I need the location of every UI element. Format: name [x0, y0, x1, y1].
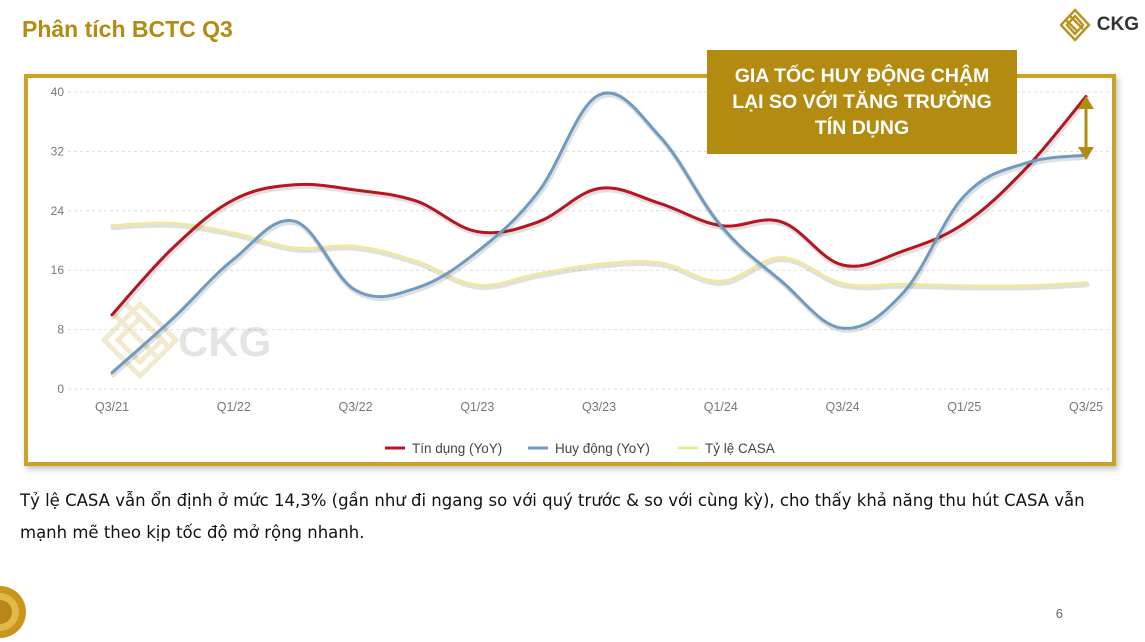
- legend-label: Tín dụng (YoY): [412, 441, 502, 456]
- y-tick-label: 16: [51, 263, 65, 277]
- x-tick-label: Q3/21: [95, 400, 129, 414]
- watermark-text: CKG: [178, 318, 271, 365]
- gold-coin-icon: [0, 586, 26, 638]
- series-line-shadow: [110, 222, 1090, 291]
- page-number: 6: [1055, 606, 1063, 621]
- brand-logo: CKG: [1057, 6, 1139, 44]
- watermark: CKG: [100, 300, 271, 380]
- callout-box: GIA TỐC HUY ĐỘNG CHẬM LẠI SO VỚI TĂNG TR…: [707, 50, 1017, 154]
- ckg-logo-icon: [1059, 8, 1091, 42]
- y-tick-label: 24: [51, 204, 65, 218]
- x-tick-label: Q3/23: [582, 400, 616, 414]
- line-chart: CKG 0 8 16 24 32 40 Q3/21 Q1/22 Q3/22 Q1/23 Q3/23 Q…: [51, 85, 1116, 456]
- series-line-deposits: [110, 91, 1088, 375]
- x-tick-label: Q1/22: [217, 400, 251, 414]
- x-tick-label: Q3/22: [338, 400, 372, 414]
- series-line-casa: [110, 221, 1088, 288]
- logo-text: CKG: [1096, 14, 1139, 35]
- y-tick-label: 8: [57, 323, 64, 337]
- series-line-shadow: [110, 92, 1090, 378]
- commentary-text: Tỷ lệ CASA vẫn ổn định ở mức 14,3% (gần …: [20, 491, 1085, 542]
- x-tick-label: Q1/25: [947, 400, 981, 414]
- double-arrow-icon: [1078, 96, 1094, 160]
- y-tick-label: 40: [51, 85, 65, 99]
- x-tick-label: Q3/24: [825, 400, 859, 414]
- x-tick-label: Q1/23: [460, 400, 494, 414]
- page-title: Phân tích BCTC Q3: [22, 16, 233, 42]
- y-tick-label: 32: [51, 144, 65, 158]
- y-tick-label: 0: [57, 382, 64, 396]
- x-tick-label: Q3/25: [1069, 400, 1103, 414]
- x-tick-label: Q1/24: [704, 400, 738, 414]
- legend-label: Huy động (YoY): [555, 441, 650, 456]
- legend-label: Tỷ lệ CASA: [705, 441, 775, 456]
